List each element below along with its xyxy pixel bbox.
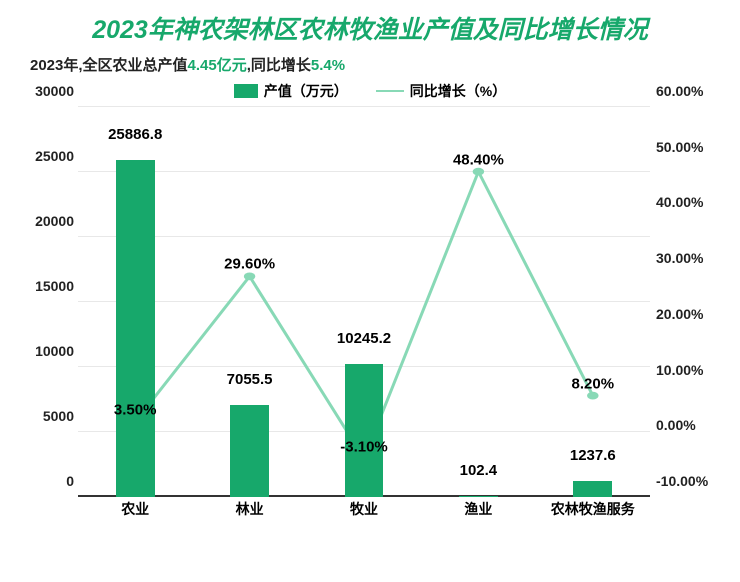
bar [230, 405, 269, 497]
bar [116, 160, 155, 497]
y-right-tick: 50.00% [656, 139, 720, 155]
x-category-label: 牧业 [350, 499, 378, 519]
chart-container: 2023年神农架林区农林牧渔业产值及同比增长情况 2023年,全区农业总产值4.… [0, 0, 740, 582]
plot: 050001000015000200002500030000 -10.00%0.… [20, 107, 720, 521]
line-marker [587, 392, 598, 400]
y-right-tick: 30.00% [656, 250, 720, 266]
line-value-label: 3.50% [114, 401, 157, 418]
bar-value-label: 25886.8 [108, 126, 162, 143]
y-right-tick: 10.00% [656, 362, 720, 378]
line-marker [244, 272, 255, 280]
bar-value-label: 102.4 [460, 462, 498, 479]
y-right-tick: -10.00% [656, 473, 720, 489]
line-value-label: 29.60% [224, 256, 275, 273]
y-axis-left: 050001000015000200002500030000 [20, 107, 74, 497]
legend-line-swatch [376, 90, 404, 92]
line-value-label: 48.40% [453, 151, 504, 168]
x-category-label: 农林牧渔服务 [551, 499, 635, 519]
y-left-tick: 0 [20, 473, 74, 489]
bar [345, 364, 384, 497]
x-category-label: 农业 [121, 499, 149, 519]
subtitle-prefix: 2023年,全区农业总产值 [30, 57, 188, 74]
subtitle-value2: 5.4% [311, 57, 345, 74]
legend-bar-swatch [234, 84, 258, 98]
legend-bar-label: 产值（万元） [264, 81, 348, 101]
bar-value-label: 7055.5 [227, 371, 273, 388]
bar-value-label: 10245.2 [337, 330, 391, 347]
subtitle-value1: 4.45亿元 [188, 57, 247, 74]
y-left-tick: 20000 [20, 213, 74, 229]
y-left-tick: 30000 [20, 83, 74, 99]
plot-area: 25886.8农业7055.5林业10245.2牧业102.4渔业1237.6农… [78, 107, 650, 497]
bar [573, 481, 612, 497]
y-axis-right: -10.00% 0.00% 10.00% 20.00% 30.00% 40.00% 50.0… [656, 107, 720, 497]
legend-line-label: 同比增长（%） [410, 81, 506, 101]
y-right-tick: 60.00% [656, 83, 720, 99]
y-right-tick: 20.00% [656, 306, 720, 322]
legend-item-line: 同比增长（%） [376, 81, 506, 101]
y-left-tick: 5000 [20, 408, 74, 424]
legend: 产值（万元） 同比增长（%） [20, 81, 720, 101]
bar [459, 496, 498, 497]
bar-value-label: 1237.6 [570, 447, 616, 464]
chart-subtitle: 2023年,全区农业总产值4.45亿元,同比增长5.4% [30, 54, 720, 75]
legend-item-bar: 产值（万元） [234, 81, 348, 101]
chart-title: 2023年神农架林区农林牧渔业产值及同比增长情况 [20, 10, 720, 46]
line-value-label: -3.10% [340, 438, 388, 455]
y-right-tick: 40.00% [656, 194, 720, 210]
line-marker [473, 168, 484, 176]
x-category-label: 林业 [236, 499, 264, 519]
y-left-tick: 25000 [20, 148, 74, 164]
y-left-tick: 10000 [20, 343, 74, 359]
x-category-label: 渔业 [464, 499, 492, 519]
subtitle-mid: ,同比增长 [247, 57, 311, 74]
y-right-tick: 0.00% [656, 417, 720, 433]
line-value-label: 8.20% [572, 375, 615, 392]
y-left-tick: 15000 [20, 278, 74, 294]
